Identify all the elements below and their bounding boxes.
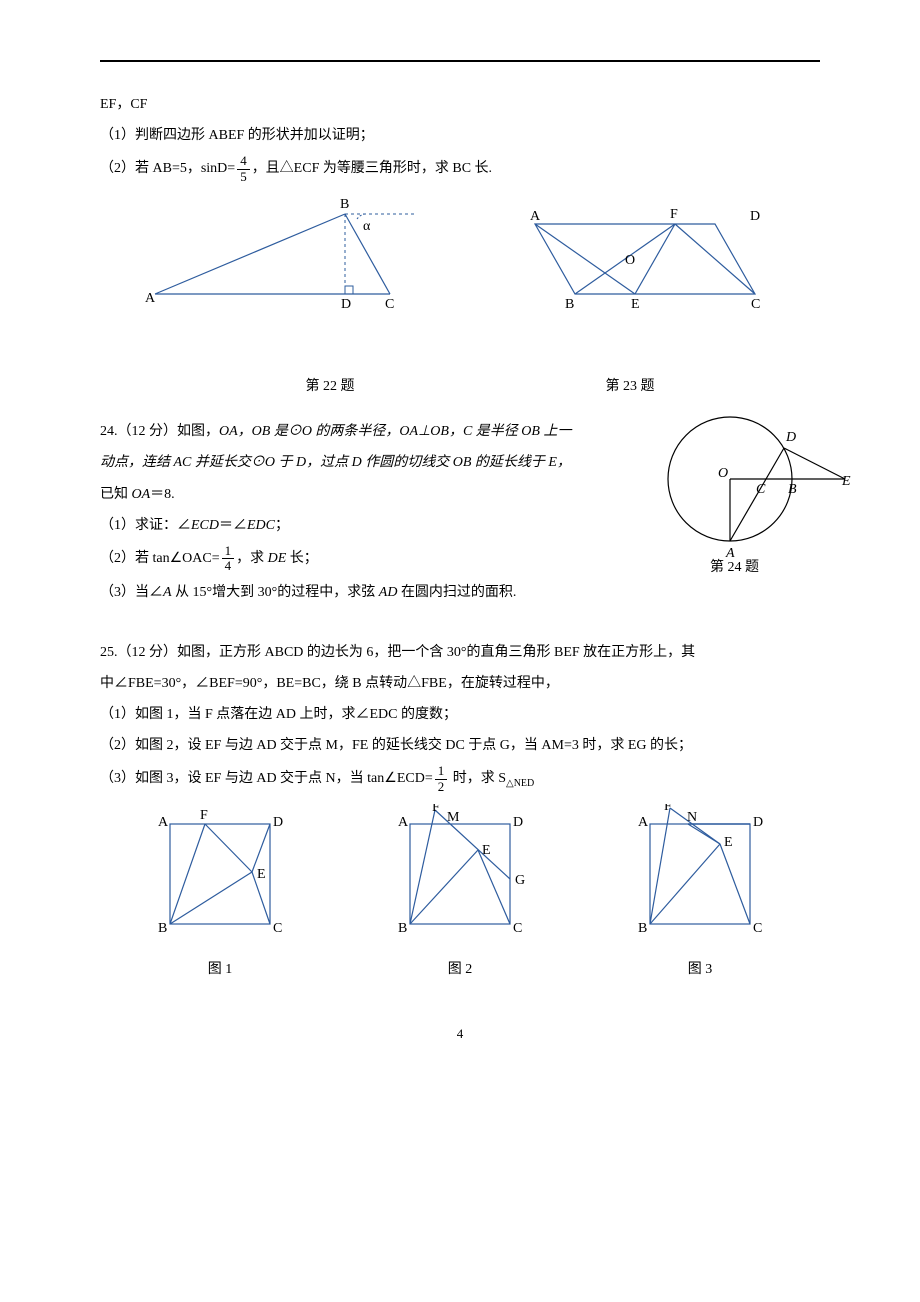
svg-text:E: E: [841, 474, 851, 489]
fraction-1-4: 14: [222, 544, 235, 574]
svg-text:M: M: [447, 810, 460, 825]
svg-text:G: G: [515, 873, 525, 888]
question-25: 25.（12 分）如图，正方形 ABCD 的边长为 6，把一个含 30°的直角三…: [100, 640, 820, 983]
caption-fig2: 图 2: [380, 957, 540, 982]
svg-text:B: B: [565, 297, 574, 312]
page-container: EF，CF （1）判断四边形 ABEF 的形状并加以证明； （2）若 AB=5，…: [0, 0, 920, 1086]
q25-part2: （2）如图 2，设 EF 与边 AD 交于点 M，FE 的延长线交 DC 于点 …: [100, 733, 820, 758]
q24-part2: （2）若 tan∠OAC=14，求 DE 长；: [100, 544, 620, 574]
figure-22: A B C D α: [145, 194, 425, 314]
svg-text:α: α: [363, 219, 371, 234]
svg-text:E: E: [724, 835, 733, 850]
figure-25-3: A F N D E B C 图 3: [620, 804, 780, 982]
fragment-line-1: EF，CF: [100, 92, 820, 117]
caption-fig3: 图 3: [620, 957, 780, 982]
horizontal-rule: [100, 60, 820, 62]
svg-text:C: C: [273, 921, 282, 936]
q25-part1: （1）如图 1，当 F 点落在边 AD 上时，求∠EDC 的度数；: [100, 702, 820, 727]
line3-pre: （2）若 AB=5，sinD=: [100, 161, 235, 176]
figure-24: O C B E D A 第 24 题: [660, 399, 860, 583]
q25-header: 25.（12 分）如图，正方形 ABCD 的边长为 6，把一个含 30°的直角三…: [100, 640, 820, 665]
caption-row-22-23: 第 22 题 第 23 题: [100, 374, 820, 399]
q24-line2: 动点，连结 AC 并延长交⊙O 于 D，过点 D 作圆的切线交 OB 的延长线于…: [100, 450, 620, 475]
svg-text:D: D: [341, 297, 351, 312]
figure-25-1: A F D E B C 图 1: [140, 804, 300, 982]
svg-text:C: C: [751, 297, 760, 312]
svg-text:B: B: [638, 921, 647, 936]
figure-23: A F D B E C O: [515, 194, 775, 314]
svg-text:F: F: [200, 808, 208, 823]
svg-text:N: N: [687, 810, 697, 825]
caption-22: 第 22 题: [306, 374, 355, 399]
svg-text:E: E: [631, 297, 640, 312]
caption-23: 第 23 题: [606, 374, 655, 399]
svg-text:D: D: [750, 209, 760, 224]
svg-text:D: D: [785, 430, 796, 445]
svg-text:D: D: [273, 815, 283, 830]
fraction-4-5: 45: [237, 154, 250, 184]
q25-figures-row: A F D E B C 图 1 A F: [100, 804, 820, 982]
svg-text:C: C: [513, 921, 522, 936]
q24-text: 24.（12 分）如图，OA，OB 是⊙O 的两条半径，OA⊥OB，C 是半径 …: [100, 419, 620, 605]
svg-text:A: A: [145, 291, 156, 306]
svg-text:F: F: [664, 804, 672, 814]
svg-text:A: A: [158, 815, 169, 830]
svg-text:C: C: [753, 921, 762, 936]
svg-text:C: C: [756, 482, 766, 497]
fraction-1-2: 12: [435, 764, 448, 794]
svg-text:E: E: [482, 843, 491, 858]
svg-text:第 24 题: 第 24 题: [710, 558, 759, 574]
svg-text:B: B: [788, 482, 797, 497]
svg-text:C: C: [385, 297, 394, 312]
page-number: 4: [100, 1022, 820, 1045]
figures-22-23-row: A B C D α A F D B E C O: [100, 194, 820, 314]
svg-text:O: O: [718, 466, 728, 481]
svg-text:A: A: [638, 815, 649, 830]
svg-text:D: D: [753, 815, 763, 830]
svg-text:B: B: [398, 921, 407, 936]
q24-line1: 24.（12 分）如图，OA，OB 是⊙O 的两条半径，OA⊥OB，C 是半径 …: [100, 419, 620, 444]
q24-part3: （3）当∠A 从 15°增大到 30°的过程中，求弦 AD 在圆内扫过的面积.: [100, 580, 620, 605]
question-24: 24.（12 分）如图，OA，OB 是⊙O 的两条半径，OA⊥OB，C 是半径 …: [100, 419, 820, 605]
q25-part3: （3）如图 3，设 EF 与边 AD 交于点 N，当 tan∠ECD=12 时，…: [100, 764, 820, 794]
svg-text:B: B: [158, 921, 167, 936]
svg-text:E: E: [257, 867, 266, 882]
fragment-line-3: （2）若 AB=5，sinD=45，且△ECF 为等腰三角形时，求 BC 长.: [100, 154, 820, 184]
figure-25-2: A F M D E G B C 图 2: [380, 804, 540, 982]
svg-text:F: F: [670, 207, 678, 222]
line3-post: ，且△ECF 为等腰三角形时，求 BC 长.: [252, 161, 492, 176]
q24-line3: 已知 OA＝8.: [100, 482, 620, 507]
svg-text:A: A: [725, 546, 735, 561]
q24-part1: （1）求证：∠ECD＝∠EDC；: [100, 513, 620, 538]
svg-text:O: O: [625, 253, 635, 268]
svg-text:A: A: [530, 209, 541, 224]
svg-text:B: B: [340, 197, 349, 212]
svg-text:F: F: [432, 804, 440, 815]
svg-text:D: D: [513, 815, 523, 830]
svg-text:A: A: [398, 815, 409, 830]
fragment-line-2: （1）判断四边形 ABEF 的形状并加以证明；: [100, 123, 820, 148]
q25-header2: 中∠FBE=30°，∠BEF=90°，BE=BC，绕 B 点转动△FBE，在旋转…: [100, 671, 820, 696]
caption-fig1: 图 1: [140, 957, 300, 982]
